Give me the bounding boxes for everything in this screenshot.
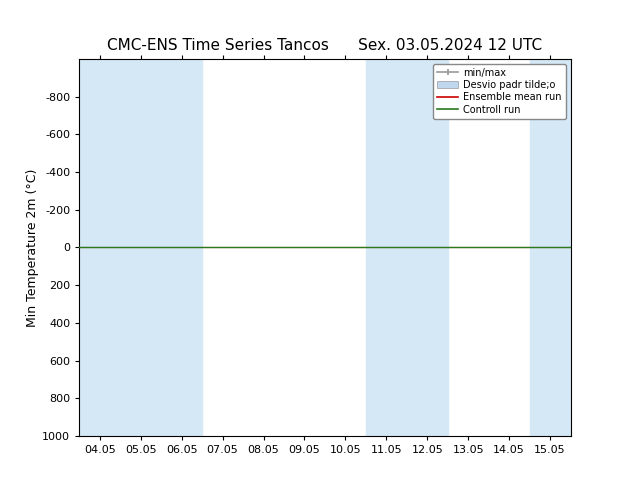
- Bar: [79, 59, 120, 436]
- Bar: [366, 59, 407, 436]
- Title: CMC-ENS Time Series Tancos      Sex. 03.05.2024 12 UTC: CMC-ENS Time Series Tancos Sex. 03.05.20…: [107, 39, 543, 53]
- Bar: [161, 59, 202, 436]
- Bar: [120, 59, 161, 436]
- Legend: min/max, Desvio padr tilde;o, Ensemble mean run, Controll run: min/max, Desvio padr tilde;o, Ensemble m…: [433, 64, 566, 119]
- Y-axis label: Min Temperature 2m (°C): Min Temperature 2m (°C): [27, 168, 39, 327]
- Bar: [529, 59, 571, 436]
- Bar: [407, 59, 448, 436]
